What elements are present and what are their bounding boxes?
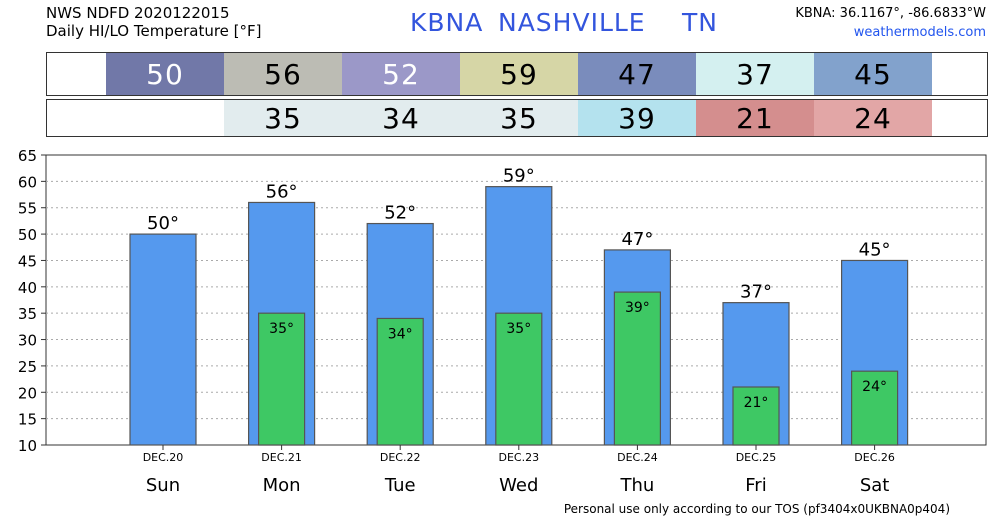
x-day-label: Wed	[499, 475, 538, 496]
hi_strip-cell: 45	[814, 53, 932, 95]
hi-data-label: 52°	[384, 203, 416, 224]
lo-bar	[613, 291, 662, 446]
lo_strip-cell	[106, 100, 224, 136]
hi-bar	[129, 233, 197, 446]
y-tick-label: 30	[18, 332, 37, 350]
station-state: TN	[682, 8, 718, 37]
lo-data-label: 39°	[625, 300, 650, 316]
hi_strip-cell: 59	[460, 53, 578, 95]
product-title: NWS NDFD 2020122015	[46, 4, 230, 22]
lo_strip-cell: 21	[696, 100, 814, 136]
temperature-chart: 10 15 20 25 30 35 40 45 50 55 60 65 50° DEC.20 Sun 56° 3…	[18, 147, 987, 496]
y-tick-label: 45	[18, 252, 37, 270]
hi-data-label: 56°	[266, 181, 298, 202]
lo-data-label: 35°	[269, 321, 294, 337]
y-tick-label: 25	[18, 358, 37, 376]
hi-data-label: 47°	[621, 229, 653, 250]
x-date-label: DEC.20	[143, 451, 184, 464]
x-day-label: Sun	[146, 475, 180, 496]
lo-data-label: 24°	[862, 379, 887, 395]
hi_strip-cell: 52	[342, 53, 460, 95]
product-subtitle: Daily HI/LO Temperature [°F]	[46, 22, 262, 40]
y-tick-label: 60	[18, 173, 37, 191]
y-tick-label: 15	[18, 411, 37, 429]
station-name: NASHVILLE	[498, 8, 646, 37]
x-date-label: DEC.24	[617, 451, 658, 464]
lo-bar	[258, 312, 306, 446]
y-tick-label: 20	[18, 384, 37, 402]
hi-data-label: 45°	[859, 239, 891, 260]
hi_strip-cell: 50	[106, 53, 224, 95]
y-tick-label: 65	[18, 147, 37, 165]
x-day-label: Fri	[745, 475, 766, 496]
x-date-label: DEC.26	[854, 451, 895, 464]
x-date-label: DEC.25	[736, 451, 777, 464]
y-tick-label: 40	[18, 279, 37, 297]
x-day-label: Mon	[263, 475, 301, 496]
x-date-label: DEC.23	[498, 451, 539, 464]
y-tick-label: 35	[18, 305, 37, 323]
lo-data-label: 35°	[506, 321, 531, 337]
lo_strip-cell: 24	[814, 100, 932, 136]
hi_strip-cell: 37	[696, 53, 814, 95]
y-tick-label: 55	[18, 200, 37, 218]
lo-temperature-strip: 35 34 35 39 21 24	[46, 99, 988, 137]
station-code: KBNA	[410, 8, 484, 37]
station-coords: KBNA: 36.1167°, -86.6833°W	[795, 6, 986, 21]
x-day-label: Tue	[384, 475, 416, 496]
lo_strip-cell: 39	[578, 100, 696, 136]
lo-bar	[850, 370, 899, 446]
y-tick-label: 10	[18, 437, 37, 455]
hi_strip-cell: 47	[578, 53, 696, 95]
lo-bar	[732, 386, 780, 446]
y-tick-label: 50	[18, 226, 37, 244]
hi-data-label: 50°	[147, 213, 179, 234]
hi_strip-cell: 56	[224, 53, 342, 95]
lo_strip-cell: 35	[224, 100, 342, 136]
x-date-label: DEC.21	[261, 451, 302, 464]
footer-note: Personal use only according to our TOS (…	[563, 502, 950, 516]
x-date-label: DEC.22	[380, 451, 421, 464]
site-link[interactable]: weathermodels.com	[853, 25, 986, 40]
lo-bar	[376, 317, 424, 446]
lo-data-label: 34°	[388, 326, 413, 342]
hi-data-label: 37°	[740, 282, 772, 303]
lo_strip-cell: 35	[460, 100, 578, 136]
lo-data-label: 21°	[744, 395, 769, 411]
x-day-label: Thu	[619, 475, 654, 496]
hi-temperature-strip: 50 56 52 59 47 37 45	[46, 52, 988, 96]
lo_strip-cell: 34	[342, 100, 460, 136]
lo-bar	[495, 312, 543, 446]
x-day-label: Sat	[860, 475, 890, 496]
hi-data-label: 59°	[503, 166, 535, 187]
